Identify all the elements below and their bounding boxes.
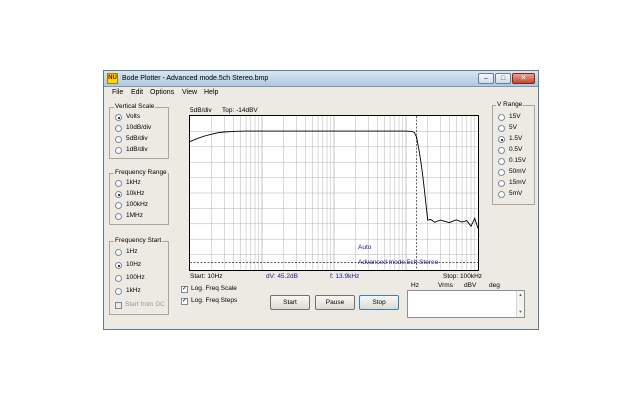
- readout-header-vrms: Vrms: [438, 282, 453, 289]
- radio-icon: [498, 169, 505, 176]
- window-title: Bode Plotter - Advanced mode.5ch Stereo.…: [122, 75, 269, 82]
- stop-button[interactable]: Stop: [359, 295, 399, 310]
- radio-icon: [498, 114, 505, 121]
- radio-icon: [115, 136, 122, 143]
- radio-icon: [498, 191, 505, 198]
- readout-list[interactable]: ▲ ▼: [407, 290, 525, 318]
- dv-readout: dV: 45.2dB: [266, 273, 298, 280]
- menu-file[interactable]: File: [112, 89, 124, 96]
- menu-bar: File Edit Options View Help: [104, 87, 538, 98]
- check-icon: ✓: [181, 298, 188, 305]
- response-trace: [190, 130, 478, 229]
- title-bar[interactable]: NU Bode Plotter - Advanced mode.5ch Ster…: [104, 71, 538, 87]
- radio-icon: [115, 147, 122, 154]
- minimize-button[interactable]: –: [478, 73, 494, 84]
- menu-view[interactable]: View: [182, 89, 198, 96]
- radio-icon: [498, 125, 505, 132]
- radio-icon: [115, 125, 122, 132]
- radio-icon: [115, 114, 122, 121]
- bode-plotter-window: NU Bode Plotter - Advanced mode.5ch Ster…: [103, 70, 539, 330]
- vertical-scale-title: Vertical Scale: [114, 103, 156, 110]
- frequency-readout: f: 13.9kHz: [330, 273, 360, 280]
- plot-top-label: Top: -14dBV: [222, 107, 258, 114]
- radio-icon: [498, 180, 505, 187]
- start-frequency-label: Start: 10Hz: [190, 273, 223, 280]
- menu-edit[interactable]: Edit: [131, 89, 144, 96]
- radio-icon: [115, 180, 122, 187]
- readout-scrollbar[interactable]: ▲ ▼: [516, 291, 524, 317]
- bode-plot[interactable]: Auto Advanced mode.5ch Stereo: [189, 115, 479, 271]
- plot-scale-label: 5dB/div: [190, 107, 212, 114]
- readout-header-hz: Hz: [411, 282, 419, 289]
- radio-icon: [115, 288, 122, 295]
- app-icon: NU: [107, 73, 118, 84]
- radio-icon: [115, 262, 122, 269]
- stop-frequency-label: Stop: 100kHz: [443, 273, 483, 280]
- vertical-scale-group: Vertical Scale Volts 10dB/div 5dB/div 1d…: [109, 103, 169, 159]
- radio-icon: [115, 191, 122, 198]
- plot-annotation-mode: Advanced mode.5ch Stereo: [358, 259, 439, 266]
- v-range-group: V Range 15V 5V 1.5V 0.5V 0.15V 50mV 15mV…: [492, 101, 535, 205]
- close-button[interactable]: ✕: [512, 73, 535, 84]
- menu-help[interactable]: Help: [204, 89, 219, 96]
- frequency-start-title: Frequency Start: [114, 237, 163, 244]
- readout-header-deg: deg: [489, 282, 500, 289]
- maximize-button[interactable]: □: [495, 73, 511, 84]
- bode-plot-svg: Auto Advanced mode.5ch Stereo: [190, 116, 478, 270]
- menu-options[interactable]: Options: [150, 89, 175, 96]
- frequency-range-group: Frequency Range 1kHz 10kHz 100kHz 1MHz: [109, 169, 169, 225]
- radio-icon: [498, 147, 505, 154]
- frequency-start-group: Frequency Start 1Hz 10Hz 100Hz 1kHz Star…: [109, 237, 169, 315]
- radio-icon: [115, 202, 122, 209]
- radio-icon: [115, 213, 122, 220]
- frequency-range-title: Frequency Range: [114, 169, 168, 176]
- check-icon: ✓: [181, 286, 188, 293]
- scroll-up-icon[interactable]: ▲: [518, 292, 523, 297]
- radio-icon: [498, 158, 505, 165]
- readout-header-dbv: dBV: [464, 282, 477, 289]
- checkbox-icon: [115, 302, 122, 309]
- v-range-title: V Range: [496, 101, 524, 108]
- radio-icon: [115, 275, 122, 282]
- pause-button[interactable]: Pause: [315, 295, 355, 310]
- scroll-down-icon[interactable]: ▼: [518, 309, 523, 314]
- radio-icon: [498, 136, 505, 143]
- radio-icon: [115, 249, 122, 256]
- start-button[interactable]: Start: [270, 295, 310, 310]
- plot-annotation-auto: Auto: [358, 244, 372, 251]
